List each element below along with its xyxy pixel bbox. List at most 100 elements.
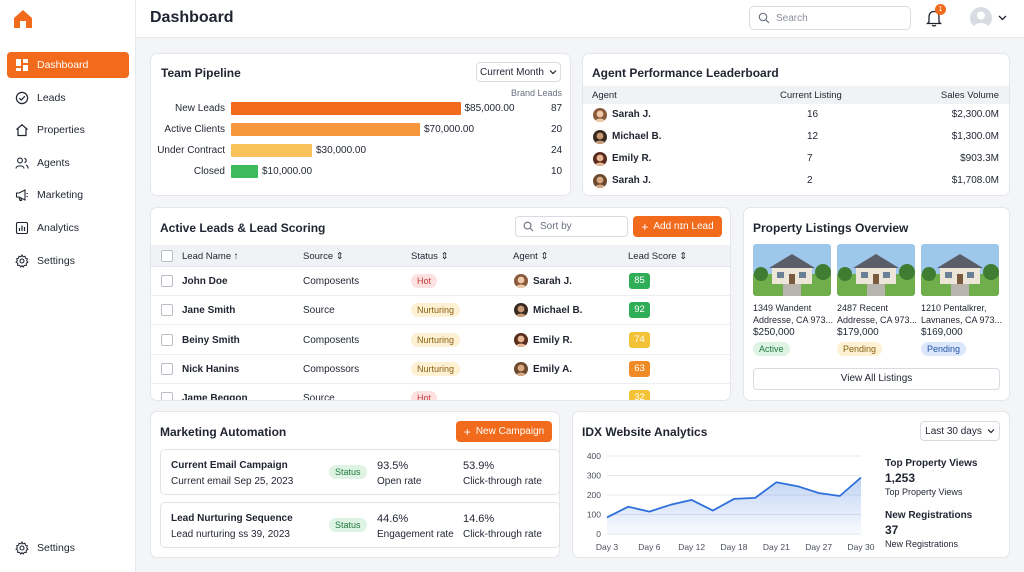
plus-icon: + (463, 424, 471, 439)
metric-label: Click-through rate (463, 529, 542, 540)
table-row[interactable]: Jane Smith Source Nurturing Michael B. 92 (151, 296, 730, 326)
lead-agent: Emily R. (533, 334, 573, 346)
pipeline-label: Closed (193, 166, 225, 177)
lead-name: Nick Hanins (182, 363, 240, 375)
status-badge: Nurturing (411, 332, 461, 347)
sort-placeholder: Sort by (540, 221, 572, 232)
row-checkbox[interactable] (161, 392, 173, 400)
property-address: 1349 Wandent (753, 303, 812, 313)
x-tick-label: Day 12 (678, 542, 705, 552)
sidebar-item-label: Analytics (37, 221, 80, 234)
row-checkbox[interactable] (161, 362, 173, 375)
col-agent[interactable]: Agent ⇕ (513, 251, 549, 262)
lead-agent: Michael B. (533, 305, 583, 317)
sidebar-item-agents[interactable]: Agents (7, 150, 129, 176)
period-dropdown[interactable]: Current Month (476, 62, 561, 82)
row-checkbox[interactable] (161, 304, 173, 317)
user-avatar[interactable] (970, 7, 992, 29)
leads-rows: John Doe Composents Hot Sarah J. 85 Jane Smit… (151, 267, 730, 400)
pipeline-bar (231, 123, 420, 136)
sidebar-item-marketing[interactable]: Marketing (7, 182, 129, 208)
series-line (606, 476, 862, 519)
dropdown-value: Current Month (480, 66, 544, 78)
view-all-label: View All Listings (840, 373, 913, 384)
chevron-down-icon[interactable] (998, 13, 1007, 22)
lead-agent: Sarah J. (533, 276, 572, 287)
col-lead-score[interactable]: Lead Score ⇕ (628, 251, 688, 262)
x-tick-label: Day 30 (848, 542, 875, 552)
col-agent: Agent (592, 90, 617, 101)
add-lead-label: Add nɪn Lead (653, 221, 714, 232)
avatar (593, 130, 607, 144)
table-row[interactable]: Jame Beggon Source Hot 32 (151, 384, 730, 400)
sidebar-item-leads[interactable]: Leads (7, 85, 129, 111)
sort-input[interactable]: Sort by (515, 216, 628, 237)
leaderboard-row[interactable]: Michael B. 12 $1,300.0M (583, 126, 1009, 148)
agent-name: Emily R. (612, 153, 652, 164)
home-logo-icon[interactable] (12, 8, 34, 30)
campaign-card[interactable]: Current Email Campaign Current email Sep … (160, 449, 560, 495)
notification-badge: 1 (935, 4, 946, 15)
sidebar-item-label: Dashboard (37, 59, 89, 71)
lead-score-badge: 32 (629, 390, 650, 400)
sidebar-item-label: Properties (37, 124, 85, 137)
sidebar-item-dashboard[interactable]: Dashboard (7, 52, 129, 78)
sidebar-item-label: Settings (37, 254, 75, 267)
sidebar-item-settings[interactable]: Settings (7, 248, 129, 274)
col-volume: Sales Volume (940, 90, 999, 101)
property-photo[interactable] (753, 244, 831, 296)
leaderboard-row[interactable]: Emily R. 7 $903.3M (583, 148, 1009, 170)
col-lead-name[interactable]: Lead Name ↑ (182, 251, 239, 262)
metric-value: 14.6% (463, 513, 495, 525)
range-dropdown[interactable]: Last 30 days (920, 421, 1000, 441)
dropdown-value: Last 30 days (925, 425, 982, 437)
sidebar-item-settings-bottom[interactable]: Settings (7, 535, 129, 561)
table-row[interactable]: Nick Hanins Compossors Nurturing Emily A. 63 (151, 355, 730, 384)
select-all-checkbox[interactable] (161, 250, 173, 262)
property-photo[interactable] (837, 244, 915, 296)
dashboard-icon (16, 59, 28, 71)
home-icon (16, 124, 28, 137)
sidebar-item-analytics[interactable]: Analytics (7, 215, 129, 241)
status-badge: Status (329, 465, 367, 479)
sidebar-item-label: Settings (37, 542, 75, 554)
pipeline-bar (231, 165, 258, 178)
leaderboard-row[interactable]: Sarah J. 16 $2,300.0M (583, 104, 1009, 126)
sidebar-item-properties[interactable]: Properties (7, 117, 129, 143)
bell-icon[interactable] (926, 9, 942, 27)
avatar (593, 108, 607, 122)
status-badge: Hot (411, 274, 438, 288)
property-list: 1349 Wandent Addresse, CA 973... $250,000 A… (744, 244, 1009, 364)
table-row[interactable]: Beiny Smith Composents Nurturing Emily R. 74 (151, 326, 730, 355)
pipeline-value: $70,000.00 (424, 124, 475, 135)
campaign-card[interactable]: Lead Nurturing Sequence Lead nurturing ss… (160, 502, 560, 548)
x-tick-label: Day 3 (596, 542, 618, 552)
x-tick-label: Day 27 (805, 542, 832, 552)
col-source[interactable]: Source ⇕ (303, 251, 344, 262)
property-price: $169,000 (921, 327, 963, 338)
metric-value: 44.6% (377, 513, 409, 525)
status-badge: Nurturing (411, 303, 461, 318)
agent-name: Sarah J. (612, 109, 651, 120)
row-checkbox[interactable] (161, 275, 173, 287)
table-row[interactable]: John Doe Composents Hot Sarah J. 85 (151, 267, 730, 296)
col-status[interactable]: Status ⇕ (411, 251, 449, 262)
agent-name: Sarah J. (612, 175, 651, 186)
metric-value: 53.9% (463, 460, 495, 472)
x-tick-label: Day 18 (721, 542, 748, 552)
add-lead-button[interactable]: + Add nɪn Lead (633, 216, 722, 237)
lead-score-badge: 74 (629, 331, 650, 348)
row-checkbox[interactable] (161, 333, 173, 346)
sidebar-item-label: Leads (37, 91, 66, 104)
leaderboard-row[interactable]: Sarah J. 2 $1,708.0M (583, 170, 1009, 192)
campaign-title: Current Email Campaign (171, 460, 288, 471)
view-all-listings-button[interactable]: View All Listings (753, 368, 1000, 390)
property-photo[interactable] (921, 244, 999, 296)
stat-subtitle: New Registrations (885, 539, 959, 549)
search-icon (758, 12, 770, 24)
search-input[interactable]: Search (749, 6, 911, 30)
sidebar-nav: Dashboard Leads Properties Agents Market… (7, 52, 129, 280)
active-leads-card: Active Leads & Lead Scoring Sort by + Ad… (150, 207, 731, 401)
property-status-badge: Pending (837, 342, 883, 356)
new-campaign-button[interactable]: + New Campaign (456, 421, 552, 442)
